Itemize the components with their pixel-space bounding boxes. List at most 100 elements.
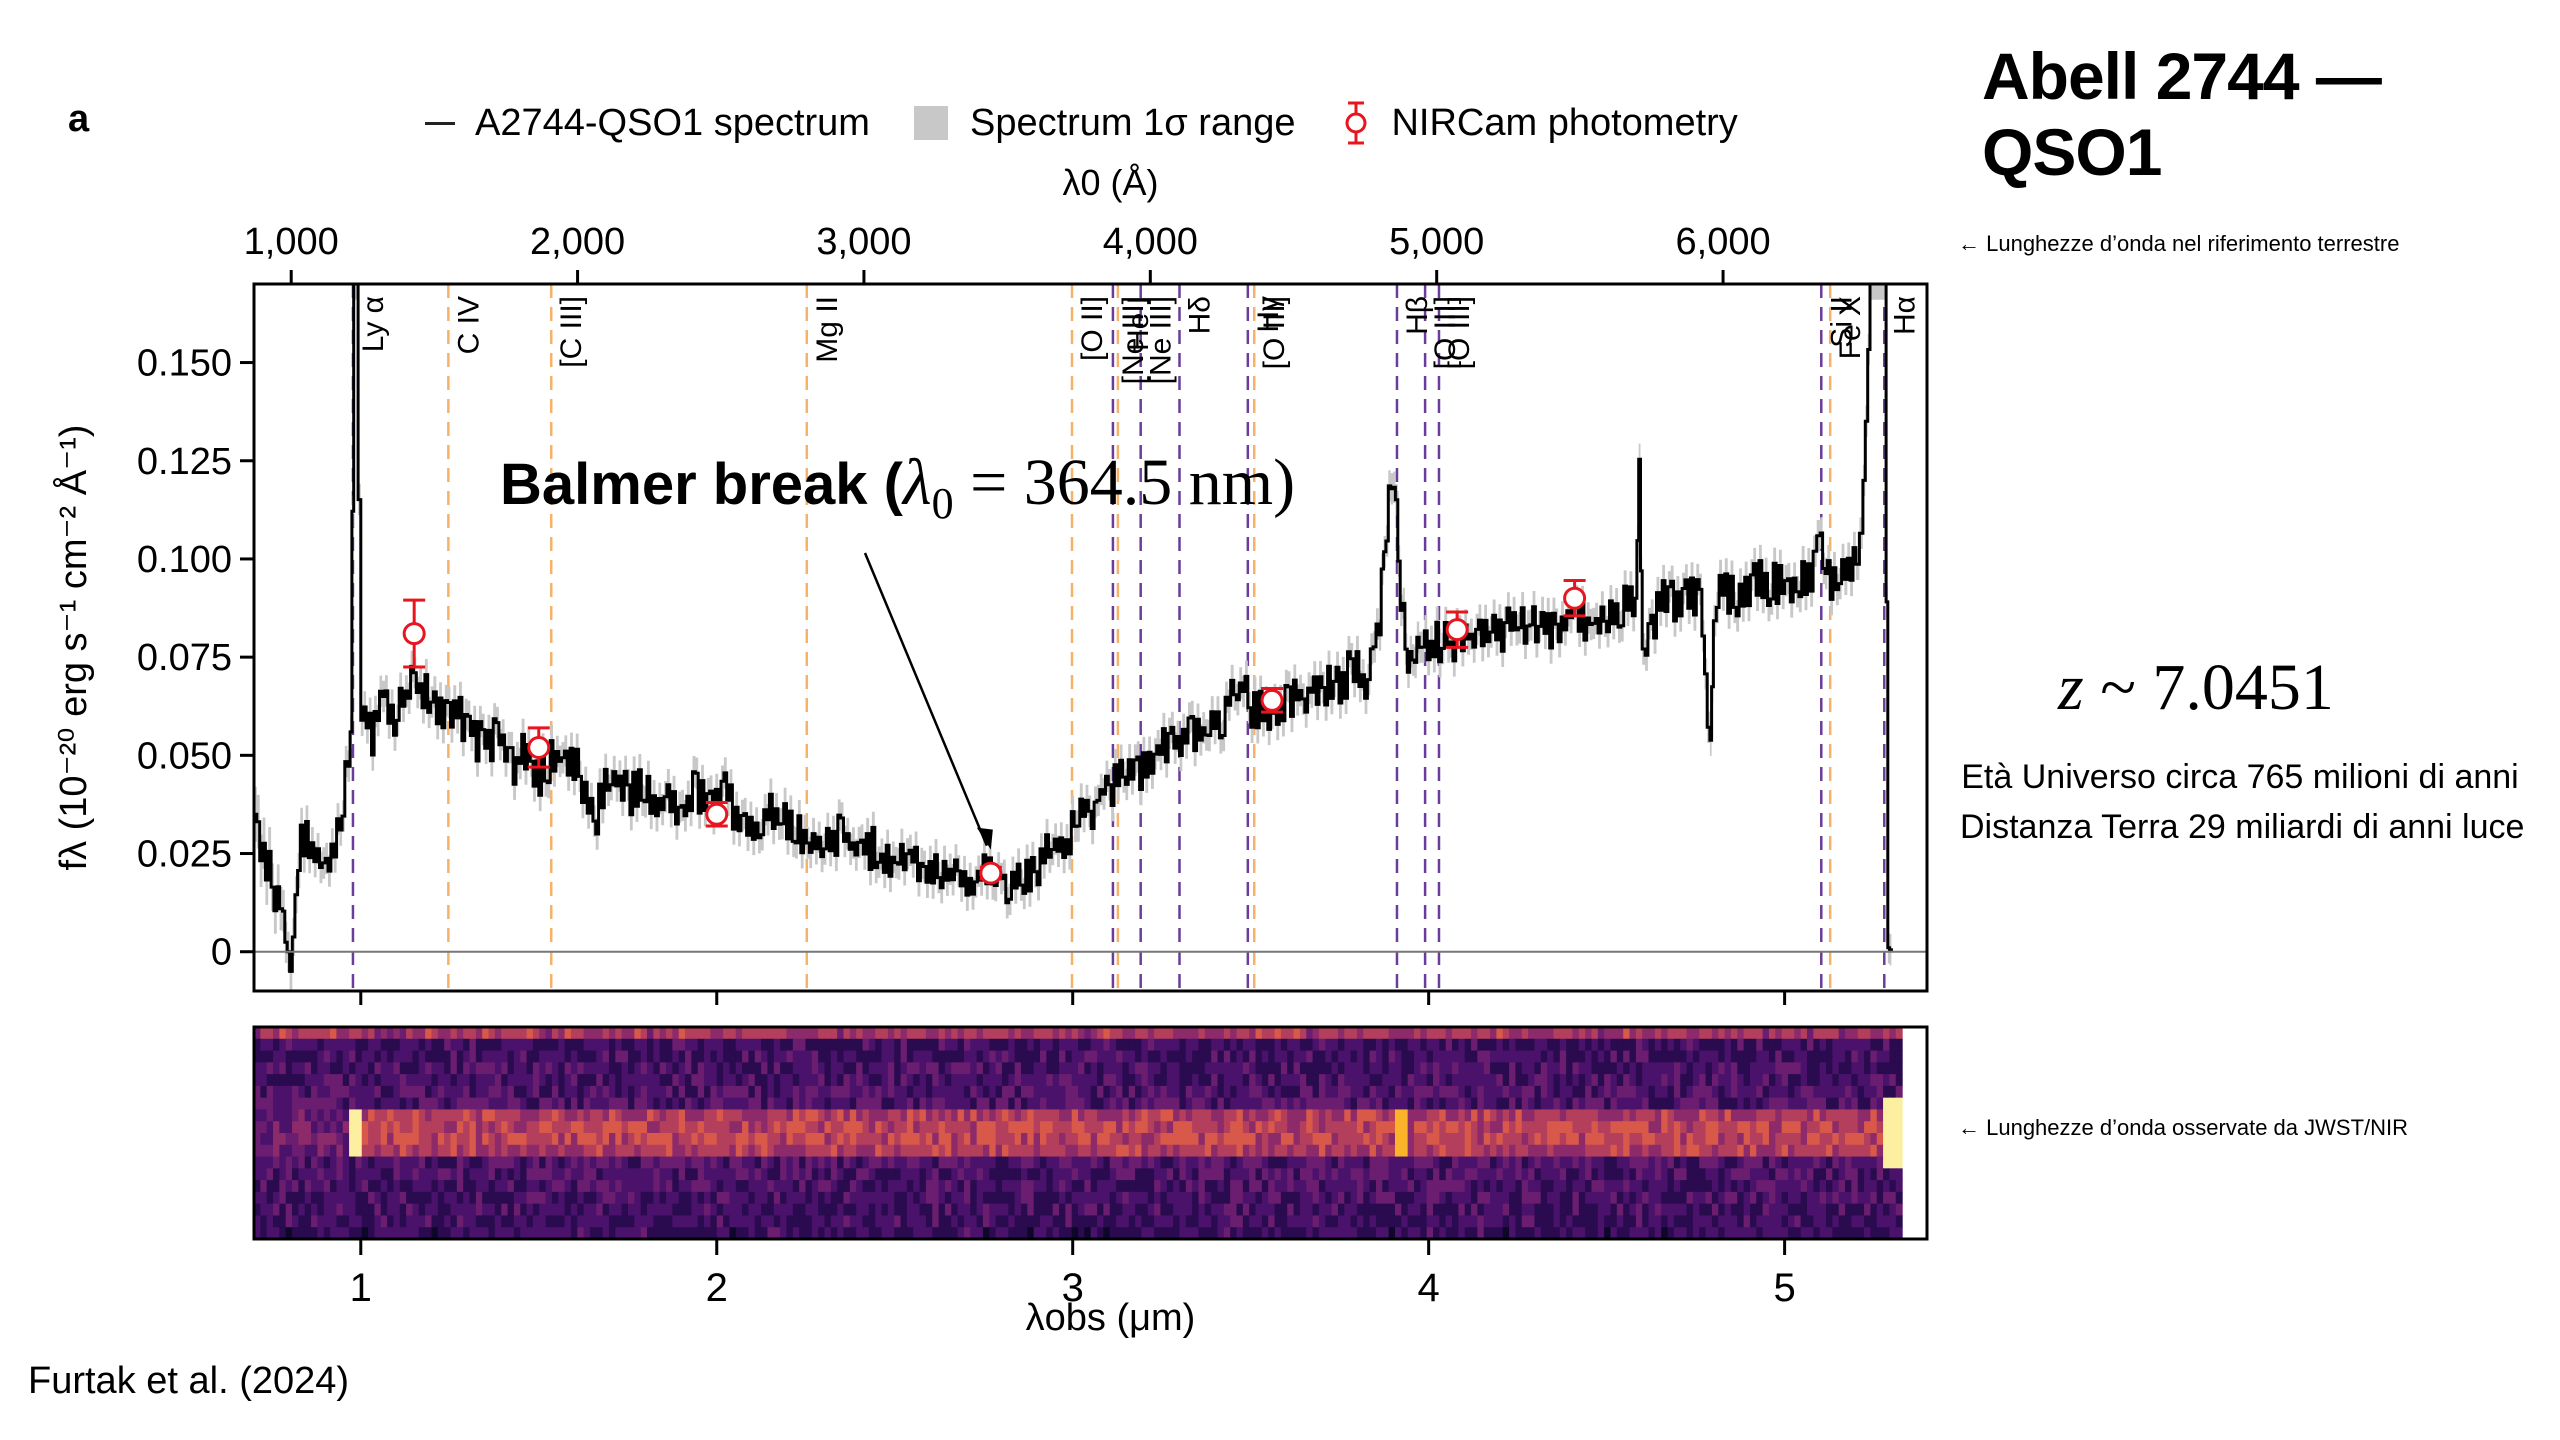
spectrum-2d-cell [1204, 1074, 1212, 1087]
spectrum-2d-cell [1483, 1168, 1491, 1181]
spectrum-2d-cell [570, 1085, 578, 1099]
spectrum-2d-cell [913, 1062, 921, 1075]
spectrum-2d-cell [418, 1203, 426, 1217]
spectrum-2d-cell [418, 1038, 426, 1052]
spectrum-2d-cell [761, 1227, 769, 1240]
spectrum-2d-cell [1293, 1062, 1301, 1075]
spectrum-2d-cell [285, 1109, 293, 1122]
spectrum-2d-cell [1097, 1038, 1104, 1052]
spectrum-2d-cell [1807, 1168, 1814, 1181]
spectrum-2d-cell [761, 1121, 769, 1134]
spectrum-2d-cell [1185, 1156, 1193, 1169]
spectrum-2d-cell [1686, 1109, 1694, 1122]
spectrum-2d-cell [1838, 1215, 1846, 1228]
spectrum-2d-cell [608, 1156, 616, 1169]
spectrum-2d-cell [678, 1038, 686, 1052]
spectrum-2d-cell [1274, 1038, 1282, 1052]
spectrum-2d-cell [1413, 1191, 1421, 1205]
spectrum-2d-cell [1242, 1038, 1250, 1052]
spectrum-2d-cell [482, 1121, 490, 1134]
spectrum-2d-cell [1001, 1227, 1009, 1240]
spectrum-2d-cell [311, 1027, 318, 1040]
spectrum-2d-cell [1344, 1156, 1352, 1169]
spectrum-2d-cell [970, 1121, 978, 1134]
spectrum-2d-cell [456, 1191, 464, 1205]
spectrum-2d-cell [254, 1050, 261, 1063]
spectrum-2d-cell [349, 1203, 357, 1217]
spectrum-2d-cell [818, 1050, 826, 1063]
spectrum-2d-cell [1502, 1203, 1510, 1217]
spectrum-2d-cell [1452, 1133, 1459, 1146]
spectrum-2d-cell [710, 1062, 718, 1075]
spectrum-2d-cell [1496, 1121, 1504, 1134]
spectrum-2d-cell [1426, 1085, 1434, 1099]
spectrum-2d-cell [380, 1191, 388, 1205]
spectrum-2d-cell [748, 1062, 756, 1075]
spectrum-2d-cell [349, 1050, 357, 1063]
spectrum-2d-cell [608, 1180, 616, 1193]
spectrum-2d-cell [1287, 1097, 1295, 1111]
spectrum-2d-cell [1471, 1168, 1478, 1181]
spectrum-2d-cell [1071, 1062, 1079, 1075]
spectrum-2d-cell [1889, 1144, 1897, 1158]
spectrum-2d-cell [1141, 1191, 1149, 1205]
spectrum-2d-cell [1528, 1038, 1536, 1052]
spectrum-2d-cell [868, 1085, 876, 1099]
spectrum-2d-cell [1578, 1215, 1586, 1228]
spectrum-2d-cell [292, 1027, 299, 1040]
spectrum-2d-cell [412, 1062, 420, 1075]
spectrum-2d-cell [285, 1074, 293, 1087]
spectrum-2d-cell [1344, 1050, 1352, 1063]
spectrum-2d-cell [1781, 1085, 1789, 1099]
spectrum-2d-cell [399, 1074, 407, 1087]
spectrum-2d-cell [1040, 1038, 1047, 1052]
spectrum-2d-cell [1439, 1027, 1447, 1040]
spectrum-2d-cell [1433, 1109, 1440, 1122]
spectrum-2d-cell [602, 1144, 610, 1158]
spectrum-2d-cell [1528, 1191, 1536, 1205]
spectrum-2d-cell [1578, 1038, 1586, 1052]
spectrum-2d-cell [697, 1121, 705, 1134]
spectrum-2d-cell [1217, 1227, 1225, 1240]
spectrum-2d-cell [1331, 1074, 1339, 1087]
sigma-band-layer [254, 284, 1892, 991]
spectrum-2d-cell [1154, 1097, 1162, 1111]
spectrum-2d-cell [1547, 1027, 1555, 1040]
spectrum-2d-cell [1547, 1144, 1555, 1158]
spectrum-2d-cell [596, 1062, 604, 1075]
spectrum-2d-cell [1623, 1097, 1631, 1111]
spectrum-2d-cell [1471, 1027, 1478, 1040]
spectrum-2d-cell [1471, 1121, 1478, 1134]
spectrum-2d-cell [1325, 1074, 1333, 1087]
spectrum-2d-cell [501, 1144, 509, 1158]
spectrum-2d-cell [406, 1133, 414, 1146]
spectrum-2d-cell [444, 1038, 452, 1052]
spectrum-2d-cell [1724, 1074, 1732, 1087]
spectrum-2d-cell [868, 1074, 876, 1087]
spectrum-2d-cell [513, 1085, 521, 1099]
spectrum-2d-cell [1433, 1038, 1440, 1052]
spectrum-2d-cell [742, 1191, 750, 1205]
spectrum-2d-cell [520, 1074, 528, 1087]
spectrum-2d-cell [1572, 1027, 1580, 1040]
spectrum-2d-cell [1192, 1121, 1200, 1134]
spectrum-2d-cell [875, 1074, 883, 1087]
spectrum-2d-cell [1135, 1227, 1143, 1240]
spectrum-2d-cell [1699, 1133, 1707, 1146]
spectrum-2d-cell [659, 1062, 667, 1075]
spectrum-2d-cell [704, 1215, 711, 1228]
spectrum-2d-cell [672, 1215, 680, 1228]
spectrum-2d-cell [957, 1133, 965, 1146]
spectrum-2d-cell [304, 1027, 312, 1040]
spectrum-2d-cell [1597, 1038, 1605, 1052]
spectrum-2d-cell [754, 1027, 762, 1040]
spectrum-2d-cell [697, 1085, 705, 1099]
spectrum-2d-cell [596, 1156, 604, 1169]
spectrum-2d-cell [1610, 1109, 1618, 1122]
spectrum-2d-cell [716, 1227, 724, 1240]
spectrum-2d-cell [469, 1180, 477, 1193]
spectrum-2d-cell [951, 1074, 959, 1087]
spectrum-2d-cell [697, 1180, 705, 1193]
spectrum-2d-cell [1800, 1062, 1808, 1075]
spectrum-2d-cell [1591, 1027, 1599, 1040]
